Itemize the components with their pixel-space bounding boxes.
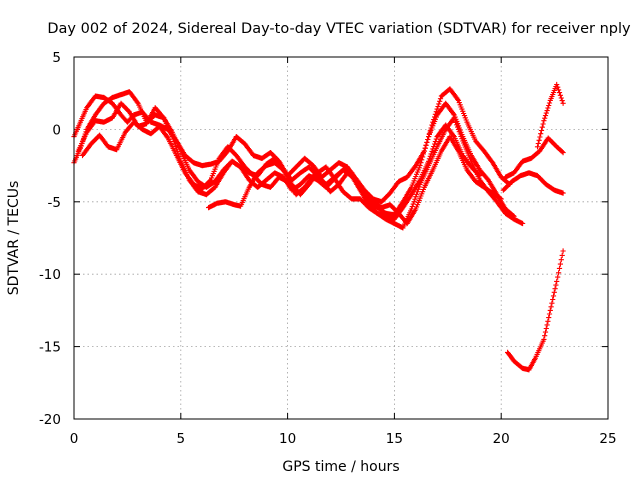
series-track-7: [500, 170, 566, 196]
series-track-8: [534, 81, 566, 150]
y-tick-label: 5: [52, 50, 61, 66]
x-tick-label: 10: [279, 431, 296, 447]
series-track-9: [505, 248, 566, 373]
x-tick-label: 5: [177, 431, 186, 447]
x-tick-label: 25: [599, 431, 616, 447]
plot-frame: [73, 56, 609, 420]
y-tick-label: -5: [48, 195, 61, 211]
series-group: [71, 81, 566, 373]
series-track-6: [502, 135, 566, 180]
axis-ticks: 0 5 10 15 20 25 5 0 -5 -10 -15 -20: [39, 50, 617, 447]
series-track-5: [206, 122, 483, 222]
y-tick-label: -15: [39, 340, 61, 356]
chart-title: Day 002 of 2024, Sidereal Day-to-day VTE…: [47, 21, 631, 37]
x-tick-label: 15: [386, 431, 403, 447]
grid-lines: [74, 57, 608, 419]
y-axis-label: SDTVAR / TECUs: [6, 181, 22, 296]
y-tick-label: -20: [39, 412, 61, 428]
x-tick-label: 0: [70, 431, 79, 447]
y-tick-label: -10: [39, 267, 61, 283]
series-track-2: [71, 89, 517, 219]
x-axis-label: GPS time / hours: [282, 459, 399, 475]
y-tick-label: 0: [52, 122, 61, 138]
x-tick-label: 20: [493, 431, 510, 447]
